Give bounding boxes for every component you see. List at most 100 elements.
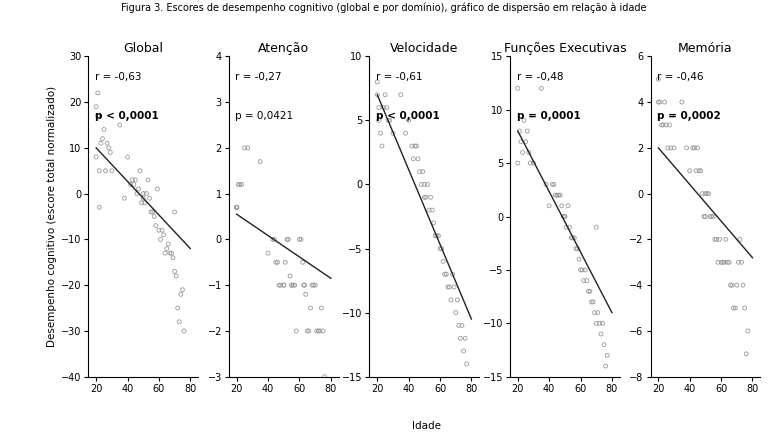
Point	[696, 190, 708, 197]
Point	[178, 327, 190, 334]
Point	[410, 142, 422, 149]
Point	[723, 259, 735, 266]
Point	[439, 271, 451, 278]
Point	[601, 352, 614, 359]
Point	[376, 142, 388, 149]
Point	[571, 245, 584, 252]
Point	[664, 122, 676, 129]
Point	[684, 167, 696, 174]
Point	[139, 199, 151, 206]
Point	[576, 266, 588, 273]
Point	[676, 99, 688, 106]
Point	[316, 304, 328, 311]
Point	[559, 213, 571, 220]
Point	[458, 348, 470, 355]
Point	[173, 318, 185, 325]
Point	[432, 232, 445, 239]
Point	[277, 282, 290, 289]
Point	[384, 117, 396, 124]
Point	[429, 232, 442, 239]
Point	[298, 282, 310, 289]
Text: Idade: Idade	[412, 421, 441, 431]
Point	[242, 144, 254, 151]
Point	[284, 272, 296, 279]
Point	[271, 259, 283, 266]
Point	[426, 207, 439, 213]
Point	[423, 207, 435, 213]
Point	[543, 202, 555, 209]
Point	[101, 140, 114, 147]
Point	[687, 144, 699, 151]
Point	[230, 204, 243, 211]
Point	[456, 322, 468, 329]
Y-axis label: Desempenho cognitivo (escore total normalizado): Desempenho cognitivo (escore total norma…	[47, 86, 57, 347]
Point	[732, 259, 744, 266]
Point	[431, 232, 443, 239]
Point	[372, 104, 385, 111]
Point	[118, 195, 131, 202]
Point	[700, 190, 712, 197]
Text: r = -0,27: r = -0,27	[236, 72, 282, 82]
Point	[126, 176, 138, 183]
Point	[137, 195, 149, 202]
Point	[131, 190, 143, 197]
Point	[103, 144, 115, 151]
Point	[407, 155, 419, 162]
Point	[379, 91, 391, 98]
Point	[451, 296, 463, 303]
Point	[452, 322, 465, 329]
Point	[554, 192, 566, 199]
Point	[418, 194, 430, 201]
Point	[144, 195, 156, 202]
Point	[307, 282, 319, 289]
Point	[402, 117, 415, 124]
Point	[164, 250, 176, 257]
Point	[153, 227, 165, 234]
Point	[548, 181, 560, 188]
Point	[518, 117, 530, 124]
Point	[516, 149, 528, 156]
Point	[598, 341, 611, 348]
Point	[574, 266, 587, 273]
Point	[652, 99, 664, 106]
Point	[262, 250, 274, 257]
Point	[230, 204, 243, 211]
Text: r = -0,61: r = -0,61	[376, 72, 422, 82]
Point	[303, 327, 315, 334]
Point	[290, 327, 303, 334]
Point	[157, 231, 170, 238]
Point	[168, 268, 180, 275]
Point	[591, 309, 604, 316]
Point	[724, 282, 737, 289]
Point	[283, 236, 295, 243]
Point	[709, 236, 721, 243]
Point	[165, 250, 177, 257]
Text: p = 0,0002: p = 0,0002	[657, 111, 721, 121]
Point	[657, 122, 669, 129]
Point	[578, 277, 590, 284]
Point	[528, 160, 540, 167]
Point	[434, 245, 446, 252]
Point	[561, 224, 573, 231]
Point	[286, 282, 298, 289]
Point	[170, 272, 182, 279]
Point	[230, 204, 243, 211]
Point	[703, 190, 715, 197]
Point	[90, 154, 102, 161]
Point	[565, 234, 578, 241]
Point	[304, 304, 316, 311]
Point	[286, 282, 298, 289]
Point	[710, 236, 723, 243]
Point	[293, 236, 306, 243]
Point	[552, 192, 564, 199]
Point	[317, 327, 329, 334]
Point	[694, 167, 707, 174]
Point	[721, 259, 733, 266]
Title: Global: Global	[123, 42, 164, 55]
Point	[148, 213, 161, 220]
Point	[232, 181, 244, 188]
Point	[691, 144, 703, 151]
Point	[454, 335, 466, 342]
Point	[446, 271, 458, 278]
Point	[416, 168, 429, 175]
